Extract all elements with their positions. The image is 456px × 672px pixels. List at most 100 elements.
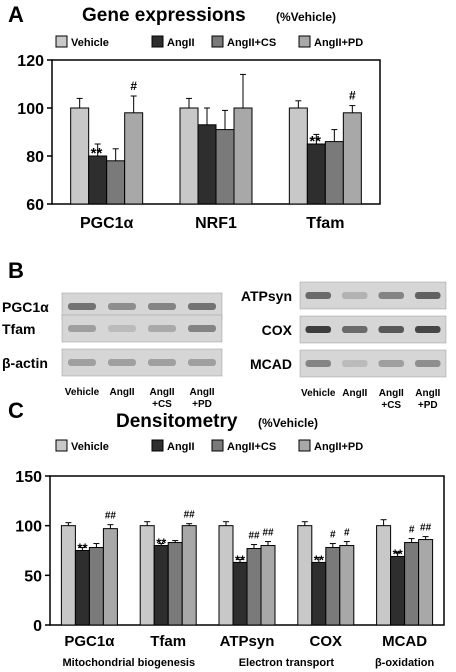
blot-band — [108, 359, 136, 366]
panel-c-letter: C — [8, 398, 24, 423]
bar — [88, 155, 108, 205]
significance-mark: # — [349, 89, 356, 103]
significance-mark: ** — [309, 133, 321, 150]
blot-band — [68, 303, 96, 310]
panel-a-letter: A — [8, 2, 24, 27]
significance-mark: ## — [248, 531, 260, 542]
blot-row-label: Tfam — [2, 321, 35, 337]
bar — [60, 525, 76, 626]
legend-label: AngII+PD — [314, 441, 363, 453]
significance-mark: # — [409, 525, 415, 536]
bar — [260, 545, 276, 626]
legend-label: Vehicle — [71, 37, 109, 49]
category-label: PGC1α — [80, 215, 134, 232]
panel-c-subtitle: (%Vehicle) — [258, 416, 318, 430]
significance-mark: # — [330, 530, 336, 541]
group-label: Mitochondrial biogenesis — [62, 657, 195, 669]
blot-band — [148, 303, 176, 310]
blot-band — [305, 292, 332, 299]
group-label: β-oxidation — [375, 657, 435, 669]
blot-band — [188, 325, 216, 332]
blot-band — [68, 359, 96, 366]
blot-lane-label: +PD — [418, 400, 438, 411]
blot-lane-label: AngII — [415, 388, 440, 399]
significance-mark: ## — [184, 510, 196, 521]
legend-swatch — [211, 439, 224, 452]
blot-strip — [61, 314, 223, 343]
legend-label: AngII+CS — [227, 37, 276, 49]
blot-row-label: PGC1α — [2, 299, 49, 315]
bar — [306, 143, 326, 205]
legend-swatch — [298, 35, 311, 48]
y-tick-label: 100 — [15, 519, 42, 536]
bar — [311, 561, 327, 626]
blot-band — [378, 360, 405, 367]
bar — [404, 542, 420, 626]
category-label: NRF1 — [195, 215, 237, 232]
category-label: Tfam — [150, 633, 186, 650]
bar — [288, 107, 308, 205]
panel-a-subtitle: (%Vehicle) — [276, 10, 336, 24]
category-label: MCAD — [382, 633, 427, 650]
blot-band — [148, 359, 176, 366]
blot-band — [341, 292, 368, 299]
legend-swatch — [298, 439, 311, 452]
significance-mark: ** — [393, 546, 404, 561]
y-tick-label: 100 — [17, 101, 44, 118]
significance-mark: # — [344, 528, 350, 539]
bar — [179, 107, 199, 205]
legend-label: AngII+PD — [314, 37, 363, 49]
legend-label: AngII+CS — [227, 441, 276, 453]
bar — [215, 129, 235, 205]
group-label: Electron transport — [239, 657, 335, 669]
bar — [74, 550, 90, 626]
significance-mark: ## — [420, 523, 432, 534]
category-label: ATPsyn — [220, 633, 275, 650]
blot-lane-label: +PD — [192, 399, 212, 410]
legend-label: AngII — [167, 441, 195, 453]
bar — [197, 124, 217, 205]
bar — [167, 542, 183, 626]
bar — [106, 160, 126, 205]
blot-lane-label: AngII — [342, 388, 367, 399]
panel-c-title: Densitometry — [116, 411, 238, 432]
blot-band — [68, 325, 96, 332]
bar — [70, 107, 90, 205]
legend-label: AngII — [167, 37, 195, 49]
blot-band — [188, 303, 216, 310]
y-tick-label: 60 — [26, 197, 44, 214]
panel-a-chart: 60 80 100 120 ** # ** # PGC1α NRF1 Tfam — [17, 53, 381, 232]
blot-lane-label: AngII — [150, 387, 175, 398]
significance-mark: # — [130, 79, 137, 93]
blot-band — [414, 360, 441, 367]
bar — [297, 525, 313, 626]
bar — [88, 547, 104, 626]
bar — [218, 525, 234, 626]
bar — [246, 548, 262, 626]
blot-strip — [61, 348, 223, 377]
blot-band — [108, 303, 136, 310]
blot-lane-label: AngII — [190, 387, 215, 398]
significance-mark: ** — [235, 552, 246, 567]
bar — [342, 112, 362, 205]
y-tick-label: 120 — [17, 53, 44, 70]
legend-swatch — [151, 439, 164, 452]
blot-row-label: ATPsyn — [241, 288, 292, 304]
legend-swatch — [55, 439, 68, 452]
bar — [418, 539, 434, 626]
y-tick-label: 150 — [15, 469, 42, 486]
blot-row-label: COX — [262, 322, 293, 338]
blot-lane-label: +CS — [152, 399, 172, 410]
significance-mark: ** — [314, 552, 325, 567]
blot-band — [341, 360, 368, 367]
bar — [233, 107, 253, 205]
significance-mark: ** — [91, 145, 103, 162]
significance-mark: ** — [156, 536, 167, 551]
blot-band — [108, 325, 136, 332]
panel-a-legend: Vehicle AngII AngII+CS AngII+PD — [55, 35, 363, 49]
blot-strip — [299, 349, 447, 378]
